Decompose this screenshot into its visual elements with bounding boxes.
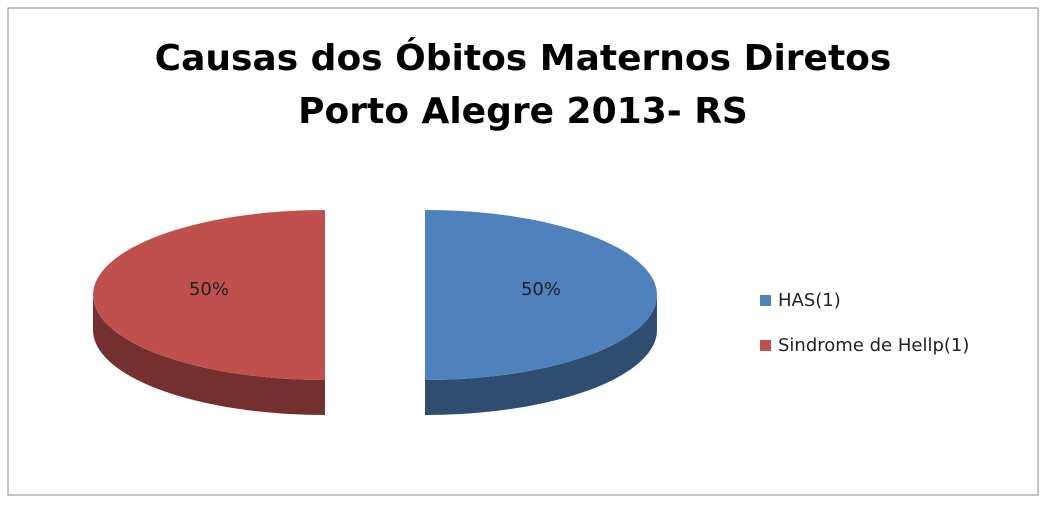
- data-label: 50%: [521, 279, 561, 300]
- pie-slice: [425, 210, 657, 380]
- slice-side: [93, 295, 325, 415]
- chart-title: Causas dos Óbitos Maternos Diretos: [155, 37, 892, 79]
- legend-swatch: [760, 295, 771, 306]
- chart-title: Porto Alegre 2013- RS: [298, 91, 748, 132]
- pie-slice: [93, 210, 325, 380]
- data-label: 50%: [189, 279, 229, 300]
- legend-swatch: [760, 340, 771, 351]
- slice-side: [425, 295, 657, 415]
- legend-label: HAS(1): [778, 290, 841, 311]
- legend-label: Sindrome de Hellp(1): [778, 335, 969, 356]
